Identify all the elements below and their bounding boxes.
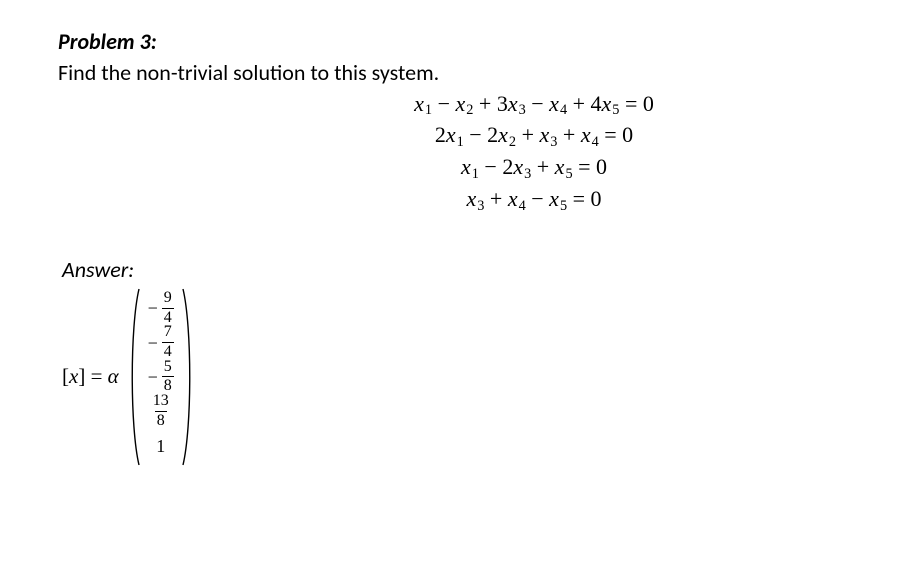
vector-entry: 138 — [143, 394, 179, 428]
problem-title: Problem 3: — [58, 28, 870, 55]
right-paren-icon — [181, 287, 195, 467]
equation-row: x1 − 2x3 + x5 = 0 — [198, 152, 870, 184]
left-paren-icon — [127, 287, 141, 467]
answer-label: Answer: — [62, 256, 870, 283]
fraction: 138 — [151, 393, 171, 430]
page: Problem 3: Find the non-trivial solution… — [0, 0, 920, 467]
equation-row: 2x1 − 2x2 + x3 + x4 = 0 — [198, 120, 870, 152]
fraction: 58 — [162, 359, 174, 396]
fraction-denominator: 8 — [155, 411, 167, 430]
fraction-numerator: 5 — [162, 359, 174, 377]
fraction: 74 — [162, 324, 174, 361]
vector-entry: −74 — [143, 326, 179, 360]
solution-vector: −94−74−581381 — [141, 287, 181, 467]
fraction-numerator: 7 — [162, 324, 174, 342]
fraction-numerator: 9 — [162, 290, 174, 308]
solution-expression: [x] = α −94−74−581381 — [62, 287, 870, 467]
problem-prompt: Find the non-trivial solution to this sy… — [58, 59, 870, 87]
fraction: 94 — [162, 290, 174, 327]
vector-entry: −94 — [143, 291, 179, 325]
vector-paren: −94−74−581381 — [127, 287, 195, 467]
minus-sign: − — [148, 334, 162, 352]
minus-sign: − — [148, 368, 162, 386]
solution-lhs: [x] = α — [62, 364, 127, 389]
equation-system: x1 − x2 + 3x3 − x4 + 4x5 = 0 2x1 − 2x2 +… — [198, 89, 870, 216]
equation-row: x1 − x2 + 3x3 − x4 + 4x5 = 0 — [198, 89, 870, 121]
fraction-numerator: 13 — [151, 393, 171, 411]
vector-entry: 1 — [143, 429, 179, 463]
minus-sign: − — [148, 299, 162, 317]
vector-entry: −58 — [143, 360, 179, 394]
whole-number: 1 — [156, 437, 165, 455]
equation-row: x3 + x4 − x5 = 0 — [198, 184, 870, 216]
